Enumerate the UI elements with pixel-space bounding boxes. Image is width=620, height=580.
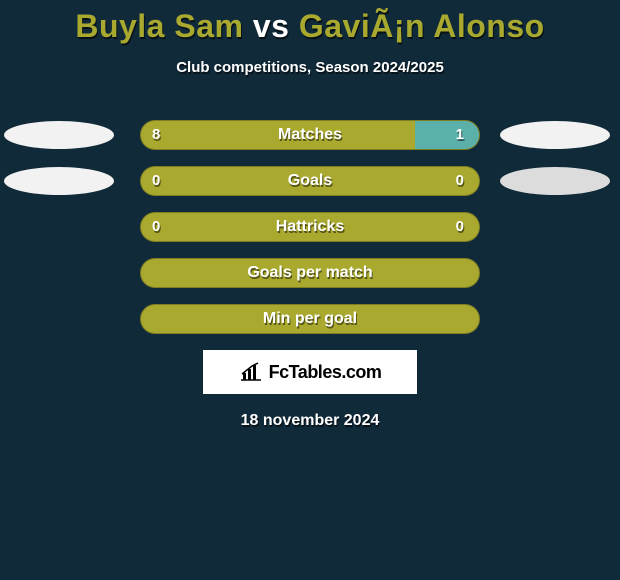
stat-row: Hattricks0 0 [0, 212, 620, 242]
stat-label: Goals [140, 166, 480, 196]
title-player1: Buyla Sam [75, 8, 243, 44]
stat-value-left: 0 [152, 212, 160, 242]
form-ellipse-right [500, 121, 610, 149]
stat-value-right: 0 [456, 212, 464, 242]
brand-box: FcTables.com [203, 350, 417, 394]
stat-row: Goals0 0 [0, 166, 620, 196]
stat-value-left: 8 [152, 120, 160, 150]
title-vs: vs [253, 8, 290, 44]
page-title: Buyla Sam vs GaviÃ¡n Alonso [0, 0, 620, 45]
stat-row: Min per goal [0, 304, 620, 334]
stat-label: Goals per match [140, 258, 480, 288]
stat-value-right: 0 [456, 166, 464, 196]
stat-value-left: 0 [152, 166, 160, 196]
title-player2: GaviÃ¡n Alonso [299, 8, 545, 44]
stat-value-right: 1 [456, 120, 464, 150]
stat-label: Min per goal [140, 304, 480, 334]
comparison-stage: Matches81Goals00Hattricks00Goals per mat… [0, 120, 620, 334]
form-ellipse-left [4, 167, 114, 195]
brand-text: FcTables.com [269, 362, 382, 383]
stat-row: Goals per match [0, 258, 620, 288]
form-ellipse-right [500, 167, 610, 195]
stat-row: Matches8 1 [0, 120, 620, 150]
subtitle: Club competitions, Season 2024/2025 [0, 59, 620, 76]
stat-label: Hattricks [140, 212, 480, 242]
stat-label: Matches [140, 120, 480, 150]
form-ellipse-left [4, 121, 114, 149]
chart-icon [239, 362, 263, 382]
date-line: 18 november 2024 [0, 412, 620, 430]
